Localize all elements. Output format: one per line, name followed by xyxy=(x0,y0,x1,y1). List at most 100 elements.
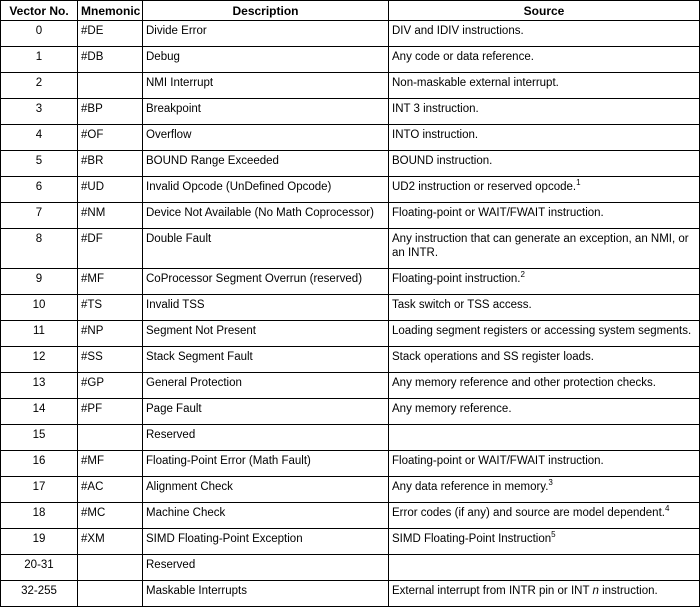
mnemonic-cell-text: #BR xyxy=(81,155,104,167)
mnemonic-cell-text: #DE xyxy=(81,25,104,37)
table-row: 0 #DE Divide Error DIV and IDIV instruction… xyxy=(0,20,700,47)
mnemonic-cell: #UD xyxy=(77,176,143,203)
header-source: Source xyxy=(388,0,700,21)
description-cell: NMI Interrupt xyxy=(142,72,389,99)
table-body: 0 #DE Divide Error DIV and IDIV instruction… xyxy=(0,20,700,607)
mnemonic-cell xyxy=(77,554,143,581)
mnemonic-cell: #MF xyxy=(77,268,143,295)
description-cell-text: Maskable Interrupts xyxy=(146,585,247,597)
source-cell-text: INTO instruction. xyxy=(392,129,479,141)
source-cell-text: UD2 instruction or reserved opcode. xyxy=(392,181,577,193)
description-cell-text: NMI Interrupt xyxy=(146,77,214,89)
mnemonic-cell-text: #MF xyxy=(81,455,104,467)
description-cell: Divide Error xyxy=(142,20,389,47)
table-row: 17 #AC Alignment Check Any data reference i… xyxy=(0,476,700,503)
source-cell-text: SIMD Floating-Point Instruction xyxy=(392,533,552,545)
source-cell-text: DIV and IDIV instructions. xyxy=(392,25,524,37)
vector-number-cell-text: 6 xyxy=(35,181,43,193)
source-cell: Any data reference in memory.3 xyxy=(388,476,700,503)
mnemonic-cell: #SS xyxy=(77,346,143,373)
source-cell xyxy=(388,554,700,581)
mnemonic-cell-text: #SS xyxy=(81,351,103,363)
description-cell-text: Reserved xyxy=(146,559,196,571)
source-cell-text: External interrupt from INTR pin or INT … xyxy=(392,585,658,597)
description-cell-text: Alignment Check xyxy=(146,481,233,493)
table-row: 13 #GP General Protection Any memory refere… xyxy=(0,372,700,399)
table-row: 2 NMI Interrupt Non-maskable external inte… xyxy=(0,72,700,99)
description-cell-text: Double Fault xyxy=(146,233,212,245)
description-cell: Overflow xyxy=(142,124,389,151)
description-cell-text: Machine Check xyxy=(146,507,226,519)
description-cell: Debug xyxy=(142,46,389,73)
mnemonic-cell-text: #AC xyxy=(81,481,104,493)
description-cell: Invalid Opcode (UnDefined Opcode) xyxy=(142,176,389,203)
description-cell: SIMD Floating-Point Exception xyxy=(142,528,389,555)
description-cell: Maskable Interrupts xyxy=(142,580,389,607)
description-cell-text: Overflow xyxy=(146,129,192,141)
vector-number-cell: 32-255 xyxy=(0,580,78,607)
source-cell: Any memory reference. xyxy=(388,398,700,425)
source-cell: Floating-point or WAIT/FWAIT instruction… xyxy=(388,202,700,229)
description-cell: Reserved xyxy=(142,554,389,581)
description-cell: CoProcessor Segment Overrun (reserved) xyxy=(142,268,389,295)
description-cell: Stack Segment Fault xyxy=(142,346,389,373)
vector-number-cell: 3 xyxy=(0,98,78,125)
vector-number-cell: 7 xyxy=(0,202,78,229)
description-cell-text: Breakpoint xyxy=(146,103,201,115)
vector-number-cell-text: 7 xyxy=(35,207,43,219)
vector-number-cell-text: 2 xyxy=(35,77,43,89)
description-cell-text: Segment Not Present xyxy=(146,325,256,337)
mnemonic-cell-text: #BP xyxy=(81,103,103,115)
mnemonic-cell: #OF xyxy=(77,124,143,151)
mnemonic-cell-text: #TS xyxy=(81,299,103,311)
vector-number-cell-text: 17 xyxy=(32,481,46,493)
mnemonic-cell-text: #DF xyxy=(81,233,103,245)
table-row: 3 #BP Breakpoint INT 3 instruction. xyxy=(0,98,700,125)
vector-number-cell: 14 xyxy=(0,398,78,425)
description-cell-text: Device Not Available (No Math Coprocesso… xyxy=(146,207,374,219)
vector-number-cell: 19 xyxy=(0,528,78,555)
vector-number-cell-text: 19 xyxy=(32,533,46,545)
footnote-marker: 4 xyxy=(664,504,670,514)
description-cell-text: Page Fault xyxy=(146,403,202,415)
vector-number-cell: 1 xyxy=(0,46,78,73)
vector-number-cell-text: 9 xyxy=(35,273,43,285)
table-row: 9 #MF CoProcessor Segment Overrun (reserve… xyxy=(0,268,700,295)
source-cell: Error codes (if any) and source are mode… xyxy=(388,502,700,529)
source-cell-text: BOUND instruction. xyxy=(392,155,493,167)
table-row: 20-31 Reserved xyxy=(0,554,700,581)
table-row: 1 #DB Debug Any code or data reference. xyxy=(0,46,700,73)
mnemonic-cell-text: #UD xyxy=(81,181,105,193)
source-cell xyxy=(388,424,700,451)
description-cell: General Protection xyxy=(142,372,389,399)
mnemonic-cell: #BP xyxy=(77,98,143,125)
mnemonic-cell-text: #OF xyxy=(81,129,104,141)
source-cell: Any code or data reference. xyxy=(388,46,700,73)
table-row: 8 #DF Double Fault Any instruction that can… xyxy=(0,228,700,269)
source-cell-text: Loading segment registers or accessing s… xyxy=(392,325,692,337)
vector-number-cell-text: 0 xyxy=(35,25,43,37)
header-vector-no: Vector No. xyxy=(0,0,78,21)
vector-number-cell-text: 18 xyxy=(32,507,46,519)
footnote-marker: 2 xyxy=(520,270,525,280)
mnemonic-cell-text: #GP xyxy=(81,377,105,389)
mnemonic-cell: #MC xyxy=(77,502,143,529)
source-cell-text: INT 3 instruction. xyxy=(392,103,479,115)
table-row: 15 Reserved xyxy=(0,424,700,451)
vector-number-cell: 5 xyxy=(0,150,78,177)
vector-number-cell: 20-31 xyxy=(0,554,78,581)
mnemonic-cell xyxy=(77,580,143,607)
header-mnemonic: Mnemonic xyxy=(77,0,143,21)
source-cell-text: Any instruction that can generate an exc… xyxy=(392,233,689,259)
mnemonic-cell-text: #PF xyxy=(81,403,103,415)
source-cell: DIV and IDIV instructions. xyxy=(388,20,700,47)
vector-number-cell: 9 xyxy=(0,268,78,295)
description-cell: BOUND Range Exceeded xyxy=(142,150,389,177)
source-cell: INT 3 instruction. xyxy=(388,98,700,125)
mnemonic-cell: #BR xyxy=(77,150,143,177)
vector-number-cell: 4 xyxy=(0,124,78,151)
mnemonic-cell: #PF xyxy=(77,398,143,425)
vector-number-cell-text: 13 xyxy=(32,377,46,389)
table-row: 14 #PF Page Fault Any memory reference. xyxy=(0,398,700,425)
